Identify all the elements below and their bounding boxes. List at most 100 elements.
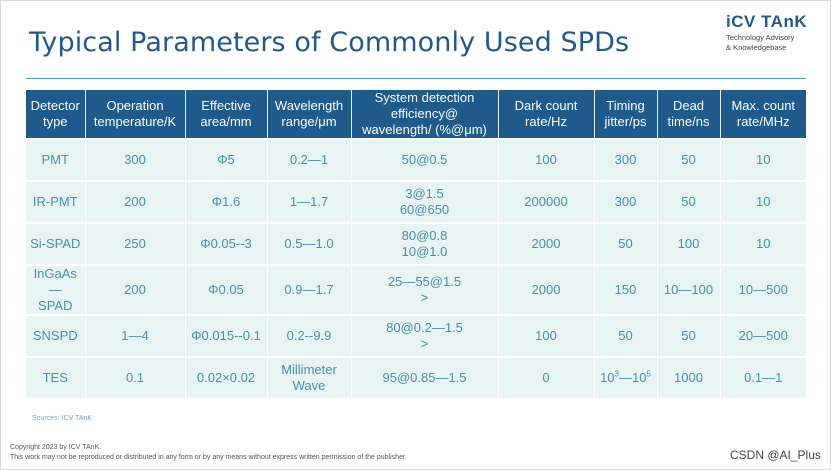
table-cell: 100 bbox=[657, 222, 721, 265]
cell-line: Dark count bbox=[514, 98, 578, 113]
table-cell: 0.5—1.0 bbox=[267, 222, 352, 265]
table-cell: PMT bbox=[26, 138, 86, 181]
cell-line: 200 bbox=[124, 194, 146, 209]
table-cell: 2000 bbox=[498, 264, 595, 315]
jitter-part: 3 bbox=[614, 369, 619, 379]
cell-line: SNSPD bbox=[32, 328, 78, 343]
cell-line: > bbox=[420, 336, 429, 351]
cell-line: 100 bbox=[677, 236, 700, 251]
page-title: Typical Parameters of Commonly Used SPDs bbox=[29, 27, 630, 58]
cell-line: 10—100 bbox=[663, 282, 714, 297]
table-cell: 300 bbox=[594, 138, 658, 181]
copyright-line-2: This work may not be reproduced or distr… bbox=[10, 454, 407, 461]
cell-line: 80@0.2—1.5 bbox=[386, 320, 463, 335]
table-row: TES 0.1 0.02×0.02 Millimeter Wave 95@0.85—1.5… bbox=[26, 356, 806, 398]
logo: iCV TAnK Technology Advisory & Knowledge… bbox=[726, 12, 826, 52]
copyright-line-1: Copyright 2023 by ICV TAnK. bbox=[10, 444, 102, 451]
table-cell: Φ0.05 bbox=[185, 264, 268, 315]
cell-line: Detector bbox=[30, 98, 80, 113]
cell-line: Dead bbox=[672, 98, 705, 113]
cell-line: 100 bbox=[535, 328, 557, 343]
table-cell: 20—500 bbox=[720, 314, 806, 357]
title-divider bbox=[26, 78, 806, 79]
cell-line: 25—55@1.5 bbox=[387, 274, 462, 289]
cell-line: Φ0.015--0.1 bbox=[191, 328, 261, 343]
jitter-part: — bbox=[619, 370, 632, 385]
cell-line: Si-SPAD bbox=[30, 236, 81, 251]
cell-line: TES bbox=[42, 370, 68, 385]
column-header: Dead time/ns bbox=[657, 90, 721, 139]
table-row: Si-SPAD 250 Φ0.05--3 0.5—1.0 80@0.8 10@1.0 200… bbox=[26, 222, 806, 265]
cell-line: 10 bbox=[756, 194, 771, 209]
cell-line: 0.2—1 bbox=[289, 152, 329, 167]
table-cell: 1—4 bbox=[85, 314, 186, 357]
cell-line: temperature/K bbox=[93, 114, 177, 129]
jitter-part: 5 bbox=[646, 369, 651, 379]
cell-line: 0 bbox=[542, 370, 550, 385]
cell-line: 60@650 bbox=[399, 202, 450, 217]
cell-line: 10 bbox=[756, 152, 771, 167]
table-cell: 200000 bbox=[498, 180, 595, 223]
cell-line: 10@1.0 bbox=[401, 244, 448, 259]
table-cell: 103—105 bbox=[594, 356, 658, 398]
cell-line: rate/Hz bbox=[525, 114, 567, 129]
table-cell: 10—100 bbox=[657, 264, 721, 315]
cell-line: 200000 bbox=[524, 194, 568, 209]
cell-line: 1—1.7 bbox=[289, 194, 329, 209]
cell-line: 300 bbox=[124, 152, 146, 167]
cell-line: 150 bbox=[614, 282, 637, 297]
table-cell: 100 bbox=[498, 138, 595, 181]
cell-line: 2000 bbox=[531, 282, 561, 297]
table-cell: Φ0.015--0.1 bbox=[185, 314, 268, 357]
cell-line: Max. count bbox=[731, 98, 796, 113]
table-cell: 100 bbox=[498, 314, 595, 357]
table-cell: 300 bbox=[594, 180, 658, 223]
table-cell: 10 bbox=[720, 180, 806, 223]
table-cell: Si-SPAD bbox=[26, 222, 86, 265]
cell-line: 0.02×0.02 bbox=[196, 370, 256, 385]
jitter-part: 10 bbox=[600, 370, 615, 385]
table-cell: 0.1 bbox=[85, 356, 186, 398]
table-cell: 50 bbox=[594, 314, 658, 357]
cell-line: 10—500 bbox=[738, 282, 788, 297]
cell-line: PMT bbox=[41, 152, 69, 167]
table-cell: Φ0.05--3 bbox=[185, 222, 268, 265]
cell-line: 200 bbox=[124, 282, 146, 297]
column-header: Max. count rate/MHz bbox=[720, 90, 806, 139]
cell-line: Wavelength bbox=[274, 98, 344, 113]
table-cell: 1000 bbox=[657, 356, 721, 398]
table-cell: Φ1.6 bbox=[185, 180, 268, 223]
table-cell: 25—55@1.5 > bbox=[351, 264, 499, 315]
table-cell: 10—500 bbox=[720, 264, 806, 315]
copyright-notice: Copyright 2023 by ICV TAnK. This work ma… bbox=[10, 443, 407, 463]
cell-line: jitter/ps bbox=[604, 114, 647, 129]
column-header: Wavelength range/μm bbox=[267, 90, 352, 139]
table-cell: 300 bbox=[85, 138, 186, 181]
cell-line: SPAD bbox=[38, 298, 73, 313]
cell-line: Operation bbox=[106, 98, 164, 113]
cell-line: System detection bbox=[374, 90, 475, 105]
table-cell: 150 bbox=[594, 264, 658, 315]
cell-line: 0.1—1 bbox=[744, 370, 783, 385]
table-row: IR-PMT 200 Φ1.6 1—1.7 3@1.5 60@650 200000 300 50… bbox=[26, 180, 806, 223]
cell-line: Effective bbox=[201, 98, 251, 113]
table-cell: 50@0.5 bbox=[351, 138, 499, 181]
watermark: CSDN @AI_Plus bbox=[730, 448, 821, 462]
table-header-row: Detector type Operation temperature/K Effect… bbox=[26, 90, 806, 139]
cell-line: 0.5—1.0 bbox=[284, 236, 334, 251]
table-cell: Millimeter Wave bbox=[267, 356, 352, 398]
table-cell: InGaAs— SPAD bbox=[26, 264, 86, 315]
column-header: Effective area/mm bbox=[185, 90, 268, 139]
table-cell: 50 bbox=[594, 222, 658, 265]
cell-line: IR-PMT bbox=[32, 194, 78, 209]
cell-line: 1—4 bbox=[121, 328, 149, 343]
table-cell: IR-PMT bbox=[26, 180, 86, 223]
table-body: PMT 300 Φ5 0.2—1 50@0.5 100 300 50 10 IR-PMT 200 Φ1… bbox=[26, 138, 806, 398]
table-cell: 3@1.5 60@650 bbox=[351, 180, 499, 223]
table-cell: 50 bbox=[657, 314, 721, 357]
table-cell: 95@0.85—1.5 bbox=[351, 356, 499, 398]
table-cell: 80@0.2—1.5 > bbox=[351, 314, 499, 357]
column-header: Timing jitter/ps bbox=[594, 90, 658, 139]
table-cell: 50 bbox=[657, 138, 721, 181]
cell-line: 10 bbox=[756, 236, 771, 251]
